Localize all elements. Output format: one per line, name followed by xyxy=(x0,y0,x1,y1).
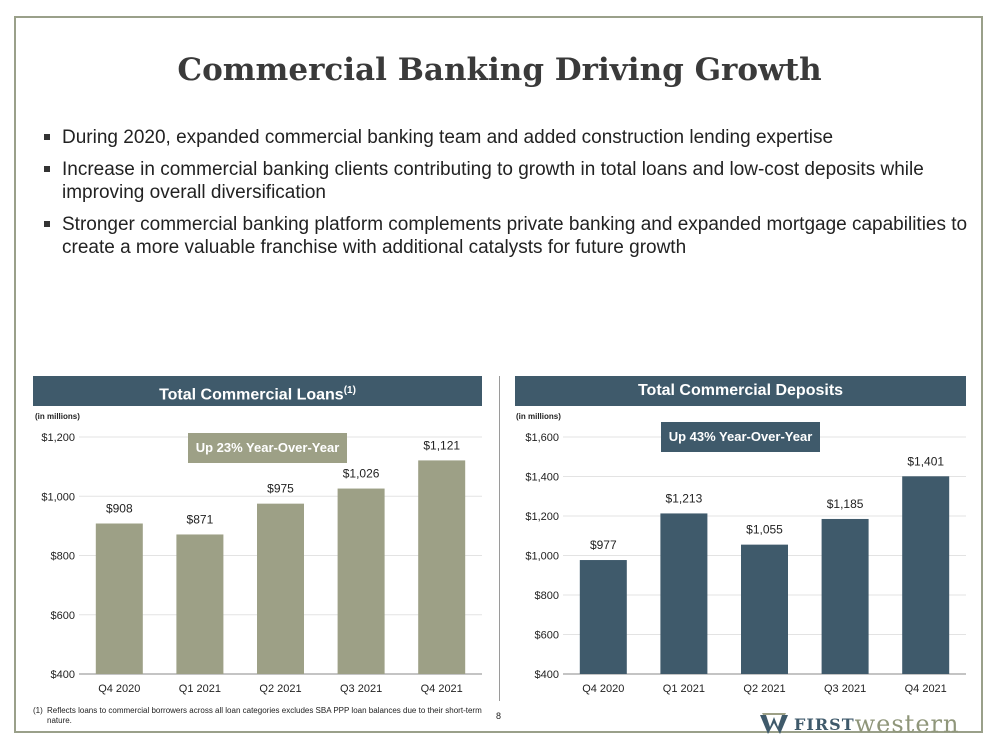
loans-y-tick-label: $800 xyxy=(51,551,75,563)
logo-western-text: western xyxy=(854,710,960,738)
loans-y-tick-label: $600 xyxy=(51,610,75,622)
deposits-bar xyxy=(579,560,627,674)
deposits-bar xyxy=(902,476,950,674)
deposits-data-label: $1,185 xyxy=(827,497,864,511)
slide-frame xyxy=(14,16,983,733)
loans-x-tick-label: Q4 2021 xyxy=(421,683,463,695)
deposits-x-tick-label: Q4 2020 xyxy=(582,683,624,695)
bullet-item: During 2020, expanded commercial banking… xyxy=(40,126,970,149)
loans-x-tick-label: Q4 2020 xyxy=(98,683,140,695)
bullet-list: During 2020, expanded commercial banking… xyxy=(40,126,970,268)
loans-data-label: $871 xyxy=(187,512,214,526)
deposits-bar xyxy=(741,544,788,674)
deposits-growth-callout: Up 43% Year-Over-Year xyxy=(661,422,820,452)
deposits-y-tick-label: $600 xyxy=(535,630,559,642)
loans-growth-callout: Up 23% Year-Over-Year xyxy=(188,433,347,463)
panel-divider xyxy=(499,376,500,701)
footnote-number: (1) xyxy=(33,706,43,715)
loans-bar xyxy=(418,460,466,674)
deposits-y-tick-label: $1,400 xyxy=(525,472,559,484)
loans-x-tick-label: Q1 2021 xyxy=(179,683,221,695)
loans-data-label: $1,026 xyxy=(343,467,380,481)
deposits-y-tick-label: $800 xyxy=(535,590,559,602)
footnote: (1) Reflects loans to commercial borrowe… xyxy=(33,706,493,726)
logo-w-icon xyxy=(760,713,788,734)
loans-y-tick-label: $1,000 xyxy=(41,491,75,503)
loans-header-text: Total Commercial Loans xyxy=(159,386,344,404)
loans-y-tick-label: $1,200 xyxy=(41,432,75,444)
deposits-y-tick-label: $1,000 xyxy=(525,551,559,563)
page-number: 8 xyxy=(496,711,502,721)
deposits-data-label: $1,401 xyxy=(907,454,944,468)
deposits-data-label: $977 xyxy=(590,538,617,552)
loans-bar xyxy=(257,503,304,674)
deposits-panel-header: Total Commercial Deposits xyxy=(515,376,966,406)
loans-bar xyxy=(337,488,385,674)
loans-data-label: $908 xyxy=(106,502,133,516)
deposits-x-tick-label: Q3 2021 xyxy=(824,683,866,695)
deposits-y-tick-label: $1,600 xyxy=(525,432,559,444)
bullet-item: Increase in commercial banking clients c… xyxy=(40,158,970,204)
deposits-y-tick-label: $1,200 xyxy=(525,511,559,523)
deposits-x-tick-label: Q1 2021 xyxy=(663,683,705,695)
bullet-item: Stronger commercial banking platform com… xyxy=(40,213,970,259)
deposits-x-tick-label: Q4 2021 xyxy=(905,683,947,695)
loans-data-label: $975 xyxy=(267,482,294,496)
page-title: Commercial Banking Driving Growth xyxy=(177,52,822,88)
deposits-bar xyxy=(660,513,708,674)
deposits-x-tick-label: Q2 2021 xyxy=(743,683,785,695)
loans-x-tick-label: Q2 2021 xyxy=(259,683,301,695)
deposits-unit-label: (in millions) xyxy=(516,412,561,421)
deposits-y-tick-label: $400 xyxy=(535,669,559,681)
loans-bar xyxy=(176,534,224,674)
footnote-text: Reflects loans to commercial borrowers a… xyxy=(47,706,482,725)
loans-x-tick-label: Q3 2021 xyxy=(340,683,382,695)
deposits-data-label: $1,213 xyxy=(666,491,703,505)
loans-y-tick-label: $400 xyxy=(51,669,75,681)
company-logo: FIRST western xyxy=(760,710,960,738)
logo-first-text: FIRST xyxy=(794,714,855,734)
loans-data-label: $1,121 xyxy=(423,438,460,452)
loans-unit-label: (in millions) xyxy=(35,412,80,421)
deposits-bar xyxy=(821,518,869,674)
deposits-data-label: $1,055 xyxy=(746,523,783,537)
loans-panel-header: Total Commercial Loans(1) xyxy=(33,376,482,406)
loans-header-footnote-ref: (1) xyxy=(343,385,356,396)
loans-bar xyxy=(95,523,143,674)
